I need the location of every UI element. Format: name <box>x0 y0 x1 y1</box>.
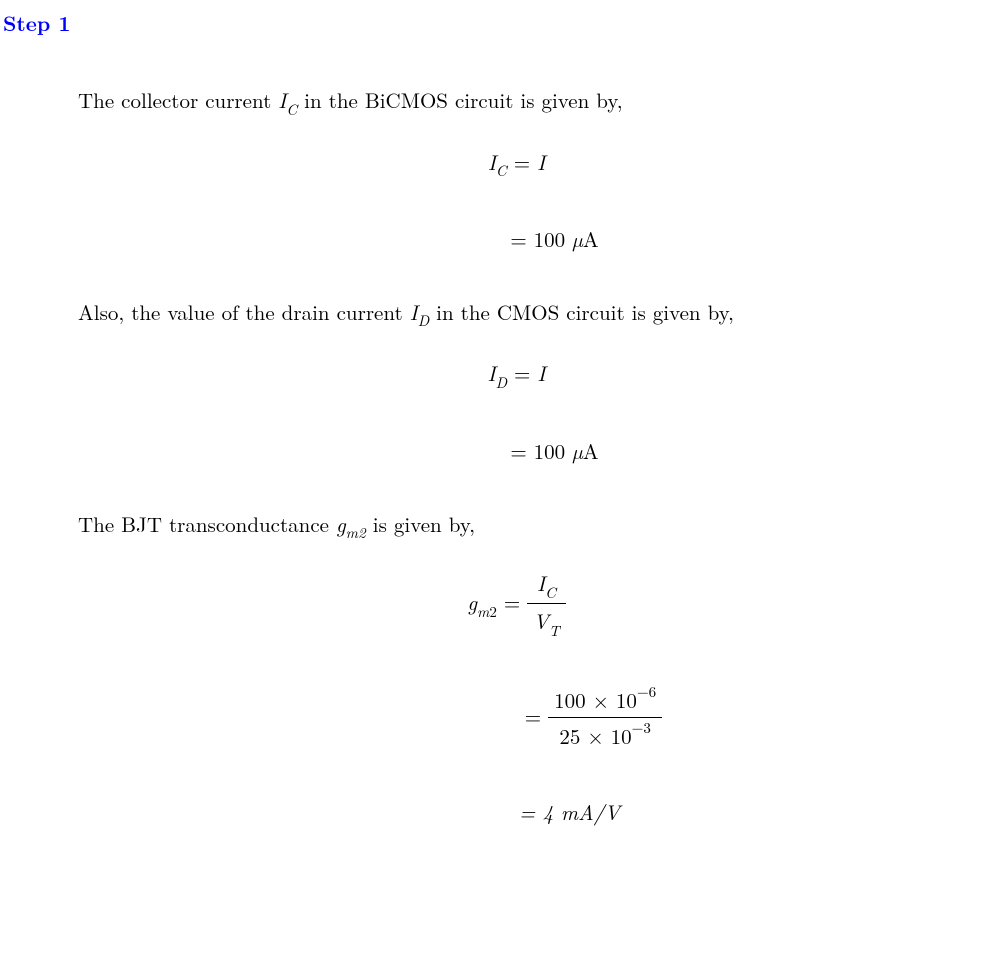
p3-text-pre: The BJT transconductance <box>78 509 336 539</box>
eq5-den-V: V <box>533 606 549 636</box>
eq3-lhs-sub: D <box>496 372 507 393</box>
equation-6: = 100 × 10−6 25 × 10−3 <box>78 686 955 753</box>
eq6-fraction: 100 × 10−6 25 × 10−3 <box>548 684 662 751</box>
p1-var-sub: C <box>286 99 297 120</box>
eq2-mu: µ <box>572 224 583 254</box>
p3-text-post: is given by, <box>366 509 475 539</box>
equation-7: = 4 mA/V <box>78 797 955 827</box>
p3-var: g <box>336 509 346 539</box>
eq3-lhs-I: I <box>488 358 496 388</box>
eq1-eq: = <box>507 147 537 177</box>
paragraph-2: Also, the value of the drain current ID … <box>78 298 955 331</box>
equation-2: = 100 µA <box>78 224 955 254</box>
p2-var: I <box>410 297 418 327</box>
eq3-rhs: I <box>537 358 545 388</box>
eq6-num-exp: −6 <box>637 681 656 702</box>
eq3-eq: = <box>507 358 537 388</box>
paragraph-3: The BJT transconductance gm2 is given by… <box>78 510 955 543</box>
eq5-fraction: ICVT <box>527 568 565 639</box>
eq4-mu: µ <box>572 436 583 466</box>
eq4-eq: = 100 <box>510 436 572 466</box>
eq6-num-a: 100 × 10 <box>554 685 637 715</box>
eq2-unit: A <box>583 224 599 254</box>
eq1-lhs-sub: C <box>496 160 507 181</box>
eq5-sub: m2 <box>477 601 497 622</box>
equation-5: gm2 = ICVT <box>78 570 955 641</box>
eq6-den-a: 25 × 10 <box>559 721 631 751</box>
p2-text-post: in the CMOS circuit is given by, <box>429 297 734 327</box>
eq6-eq: = <box>525 701 548 731</box>
eq5-g: g <box>467 587 477 617</box>
eq1-rhs: I <box>537 147 545 177</box>
eq5-num-I: I <box>537 568 545 598</box>
p2-text-pre: Also, the value of the drain current <box>78 297 410 327</box>
eq5-den-sub: T <box>549 620 560 641</box>
eq6-den-exp: −3 <box>632 717 651 738</box>
content-block: The collector current IC in the BiCMOS c… <box>0 86 995 827</box>
p3-var-sub: m2 <box>346 522 366 543</box>
p1-text-pre: The collector current <box>78 85 278 115</box>
eq4-unit: A <box>583 436 599 466</box>
step-header: Step 1 <box>0 8 995 38</box>
p1-text-post: in the BiCMOS circuit is given by, <box>297 85 622 115</box>
eq1-lhs-I: I <box>488 147 496 177</box>
paragraph-1: The collector current IC in the BiCMOS c… <box>78 86 955 119</box>
equation-1: IC = I <box>78 147 955 180</box>
eq5-eq: = <box>497 587 527 617</box>
p2-var-sub: D <box>418 310 429 331</box>
eq5-num-sub: C <box>545 582 556 603</box>
equation-3: ID = I <box>78 358 955 391</box>
equation-4: = 100 µA <box>78 436 955 466</box>
eq2-eq: = 100 <box>510 224 572 254</box>
